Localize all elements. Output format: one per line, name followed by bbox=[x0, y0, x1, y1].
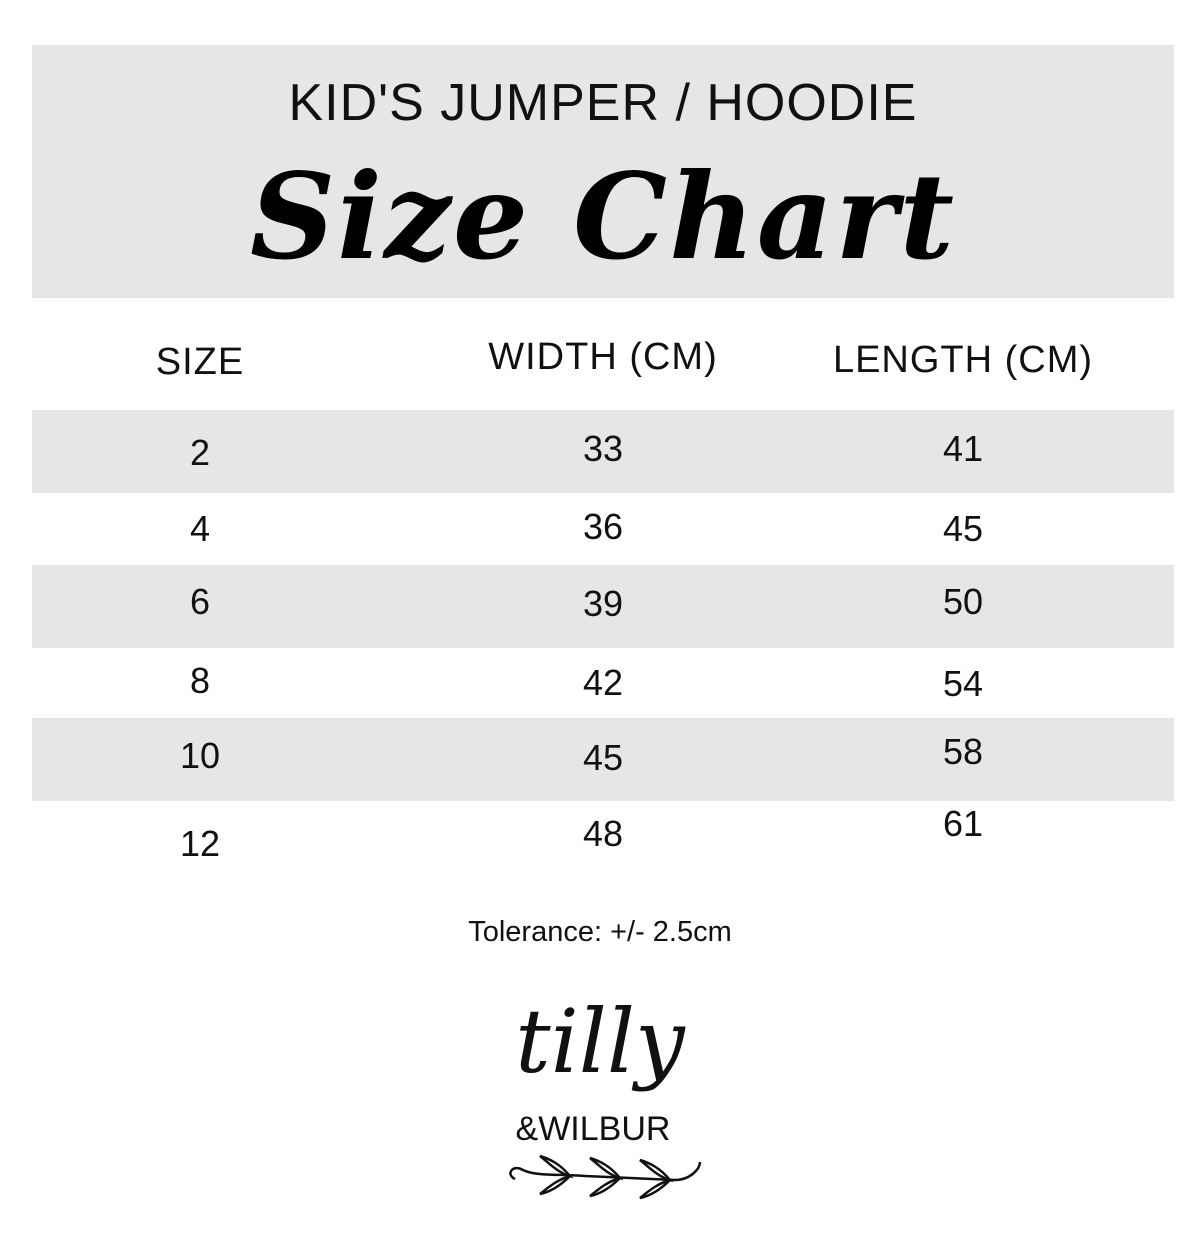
logo-name: tilly bbox=[515, 990, 686, 1093]
width-cell: 42 bbox=[582, 662, 624, 703]
column-header-length: LENGTH (CM) bbox=[832, 339, 1094, 381]
column-header-width: WIDTH (CM) bbox=[488, 336, 718, 378]
page-title: Size Chart bbox=[249, 147, 957, 286]
length-cell: 50 bbox=[942, 581, 984, 622]
tolerance-note: Tolerance: +/- 2.5cm bbox=[468, 916, 732, 948]
width-cell: 36 bbox=[582, 506, 624, 547]
length-cell: 41 bbox=[942, 428, 984, 469]
width-cell: 45 bbox=[582, 737, 624, 778]
size-cell: 2 bbox=[189, 432, 211, 473]
length-cell: 54 bbox=[942, 663, 984, 704]
length-cell: 58 bbox=[942, 731, 984, 772]
width-cell: 48 bbox=[582, 813, 624, 854]
column-header-size: SIZE bbox=[155, 341, 245, 383]
size-cell: 12 bbox=[179, 823, 221, 864]
width-cell: 39 bbox=[582, 583, 624, 624]
length-cell: 45 bbox=[942, 508, 984, 549]
brand-logo: tilly &WILBUR bbox=[495, 990, 705, 1210]
width-cell: 33 bbox=[582, 428, 624, 469]
length-cell: 61 bbox=[942, 803, 984, 844]
size-cell: 4 bbox=[189, 508, 211, 549]
subtitle: KID'S JUMPER / HOODIE bbox=[288, 74, 918, 132]
size-cell: 6 bbox=[189, 581, 211, 622]
table-row-band bbox=[32, 718, 1174, 801]
logo-mark: tilly &WILBUR bbox=[509, 990, 702, 1200]
logo-sub: &WILBUR bbox=[516, 1110, 671, 1148]
header-band: KID'S JUMPER / HOODIE Size Chart bbox=[32, 45, 1174, 298]
table-row-band bbox=[32, 565, 1174, 648]
leaf-branch-icon bbox=[509, 1154, 702, 1200]
table-row-band bbox=[32, 410, 1174, 493]
size-cell: 8 bbox=[189, 660, 211, 701]
size-cell: 10 bbox=[179, 735, 221, 776]
